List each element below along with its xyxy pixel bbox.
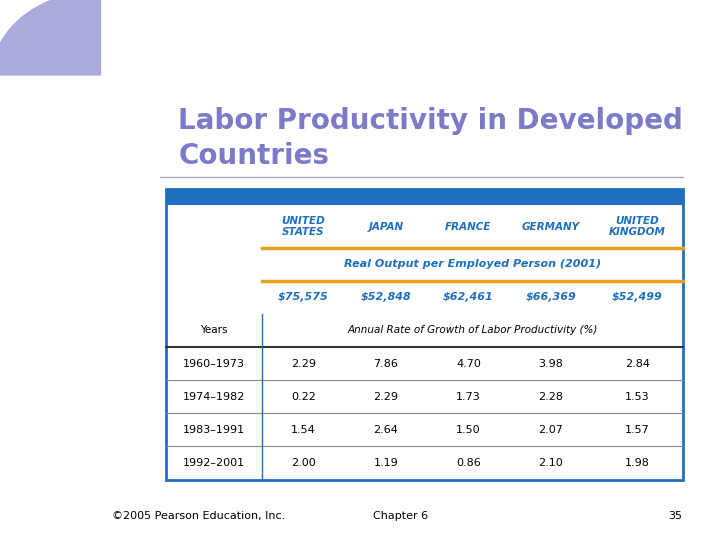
Text: 1.73: 1.73 <box>456 392 481 402</box>
Text: 1.57: 1.57 <box>625 425 649 435</box>
Text: 2.07: 2.07 <box>539 425 564 435</box>
Text: 3.98: 3.98 <box>539 359 564 369</box>
Text: UNITED
STATES: UNITED STATES <box>282 215 325 237</box>
Text: 2.28: 2.28 <box>539 392 564 402</box>
Text: $52,499: $52,499 <box>612 292 663 302</box>
Text: 2.00: 2.00 <box>291 458 315 468</box>
Text: 1960–1973: 1960–1973 <box>183 359 246 369</box>
Text: 35: 35 <box>669 511 683 522</box>
Text: GERMANY: GERMANY <box>522 221 580 232</box>
Text: 1983–1991: 1983–1991 <box>183 425 246 435</box>
Text: 1.53: 1.53 <box>625 392 649 402</box>
Text: 1.54: 1.54 <box>291 425 315 435</box>
Bar <box>166 189 683 205</box>
Text: 2.84: 2.84 <box>625 359 650 369</box>
Text: 4.70: 4.70 <box>456 359 481 369</box>
Text: $62,461: $62,461 <box>443 292 494 302</box>
Text: 1.98: 1.98 <box>625 458 650 468</box>
Text: FRANCE: FRANCE <box>445 221 492 232</box>
Text: Chapter 6: Chapter 6 <box>373 511 428 522</box>
Text: 1.50: 1.50 <box>456 425 481 435</box>
Text: 2.10: 2.10 <box>539 458 563 468</box>
Polygon shape <box>0 0 100 75</box>
Text: 2.29: 2.29 <box>291 359 316 369</box>
Text: Years: Years <box>200 326 228 335</box>
Text: 0.22: 0.22 <box>291 392 315 402</box>
Text: 0.86: 0.86 <box>456 458 481 468</box>
Text: ©2005 Pearson Education, Inc.: ©2005 Pearson Education, Inc. <box>112 511 286 522</box>
Text: JAPAN: JAPAN <box>368 221 403 232</box>
Text: $66,369: $66,369 <box>526 292 576 302</box>
Text: 2.64: 2.64 <box>374 425 398 435</box>
Bar <box>166 189 683 480</box>
Text: 1974–1982: 1974–1982 <box>183 392 246 402</box>
Text: 2.29: 2.29 <box>373 392 398 402</box>
Text: 1.19: 1.19 <box>374 458 398 468</box>
Text: $52,848: $52,848 <box>361 292 411 302</box>
Text: $75,575: $75,575 <box>278 292 328 302</box>
Text: Real Output per Employed Person (2001): Real Output per Employed Person (2001) <box>343 259 600 269</box>
Text: UNITED
KINGDOM: UNITED KINGDOM <box>609 215 666 237</box>
Text: 7.86: 7.86 <box>374 359 398 369</box>
Text: Labor Productivity in Developed
Countries: Labor Productivity in Developed Countrie… <box>179 107 683 170</box>
Text: Annual Rate of Growth of Labor Productivity (%): Annual Rate of Growth of Labor Productiv… <box>347 326 598 335</box>
Text: 1992–2001: 1992–2001 <box>183 458 246 468</box>
